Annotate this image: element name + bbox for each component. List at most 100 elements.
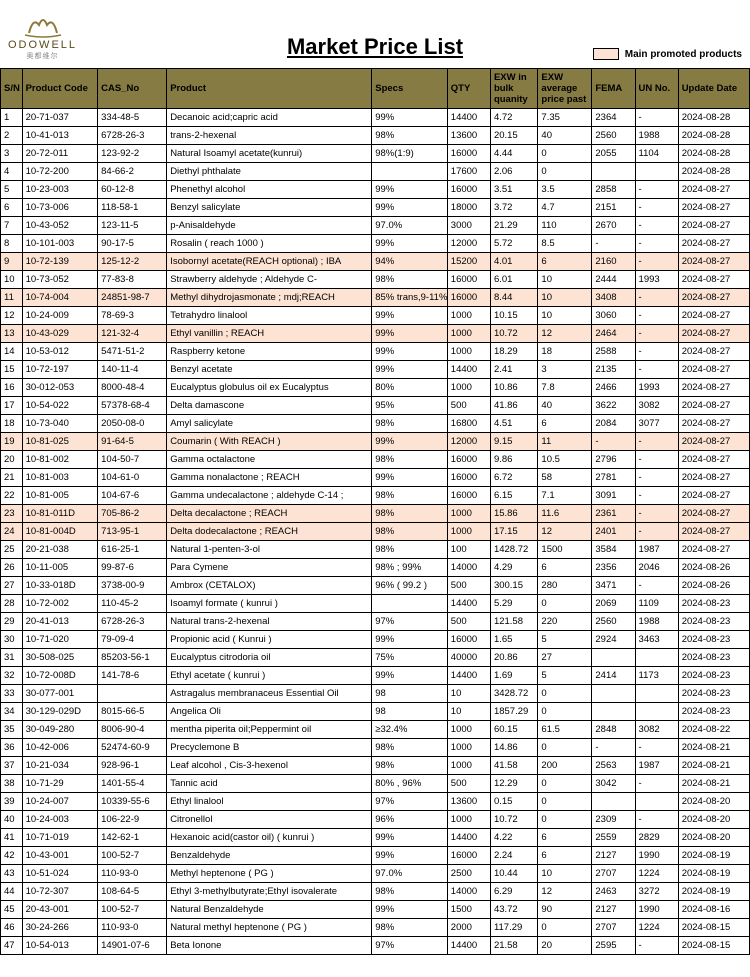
cell-prod: Gamma nonalactone ; REACH xyxy=(167,469,372,487)
cell-spec: 98 xyxy=(372,703,448,721)
cell-exwb: 14.86 xyxy=(490,739,537,757)
cell-spec: 96% ( 99.2 ) xyxy=(372,577,448,595)
cell-exwb: 5.29 xyxy=(490,595,537,613)
cell-un: 3082 xyxy=(635,397,678,415)
cell-sn: 20 xyxy=(1,451,23,469)
table-row: 4110-71-019142-62-1Hexanoic acid(castor … xyxy=(1,829,750,847)
cell-spec: 96% xyxy=(372,811,448,829)
table-row: 1810-73-0402050-08-0Amyl salicylate98%16… xyxy=(1,415,750,433)
cell-upd: 2024-08-23 xyxy=(678,595,749,613)
cell-qty: 1000 xyxy=(447,811,490,829)
cell-fema: 2135 xyxy=(592,361,635,379)
cell-exwb: 8.44 xyxy=(490,289,537,307)
cell-prod: Natural 1-penten-3-ol xyxy=(167,541,372,559)
table-row: 320-72-011123-92-2Natural Isoamyl acetat… xyxy=(1,145,750,163)
table-row: 3430-129-029D8015-66-5Angelica Oli981018… xyxy=(1,703,750,721)
cell-cas: 52474-60-9 xyxy=(98,739,167,757)
cell-cas: 123-92-2 xyxy=(98,145,167,163)
cell-code: 10-81-011D xyxy=(22,505,98,523)
cell-code: 10-72-139 xyxy=(22,253,98,271)
cell-exwa: 1500 xyxy=(538,541,592,559)
cell-fema: 2401 xyxy=(592,523,635,541)
page-title: Market Price List xyxy=(287,34,463,60)
cell-qty: 500 xyxy=(447,577,490,595)
cell-qty: 500 xyxy=(447,397,490,415)
cell-exwa: 3.5 xyxy=(538,181,592,199)
cell-spec: 99% xyxy=(372,901,448,919)
cell-prod: Amyl salicylate xyxy=(167,415,372,433)
table-row: 3910-24-00710339-55-6Ethyl linalool97%13… xyxy=(1,793,750,811)
cell-qty: 14400 xyxy=(447,361,490,379)
cell-sn: 33 xyxy=(1,685,23,703)
cell-spec: 99% xyxy=(372,847,448,865)
cell-upd: 2024-08-27 xyxy=(678,181,749,199)
cell-cas: 140-11-4 xyxy=(98,361,167,379)
cell-cas: 100-52-7 xyxy=(98,847,167,865)
cell-prod: Beta Ionone xyxy=(167,937,372,955)
cell-cas: 125-12-2 xyxy=(98,253,167,271)
table-row: 1630-012-0538000-48-4Eucalyptus globulus… xyxy=(1,379,750,397)
cell-un: 1987 xyxy=(635,541,678,559)
table-row: 2520-21-038616-25-1Natural 1-penten-3-ol… xyxy=(1,541,750,559)
cell-qty: 1000 xyxy=(447,523,490,541)
table-row: 4410-72-307108-64-5Ethyl 3-methylbutyrat… xyxy=(1,883,750,901)
cell-fema: - xyxy=(592,235,635,253)
table-row: 2920-41-0136728-26-3Natural trans-2-hexe… xyxy=(1,613,750,631)
cell-code: 20-21-038 xyxy=(22,541,98,559)
table-row: 3710-21-034928-96-1Leaf alcohol , Cis-3-… xyxy=(1,757,750,775)
cell-un: - xyxy=(635,937,678,955)
cell-qty: 14400 xyxy=(447,667,490,685)
cell-un: 3272 xyxy=(635,883,678,901)
cell-prod: Decanoic acid;capric acid xyxy=(167,109,372,127)
cell-cas: 1401-55-4 xyxy=(98,775,167,793)
cell-prod: mentha piperita oil;Peppermint oil xyxy=(167,721,372,739)
cell-exwb: 5.72 xyxy=(490,235,537,253)
cell-upd: 2024-08-26 xyxy=(678,559,749,577)
cell-un xyxy=(635,685,678,703)
cell-upd: 2024-08-27 xyxy=(678,505,749,523)
cell-exwa: 0 xyxy=(538,685,592,703)
cell-fema: 2309 xyxy=(592,811,635,829)
cell-sn: 44 xyxy=(1,883,23,901)
cell-un: 3077 xyxy=(635,415,678,433)
cell-un: - xyxy=(635,325,678,343)
cell-spec: 97% xyxy=(372,937,448,955)
cell-cas: 79-09-4 xyxy=(98,631,167,649)
cell-fema: 2466 xyxy=(592,379,635,397)
cell-cas: 110-93-0 xyxy=(98,865,167,883)
cell-sn: 16 xyxy=(1,379,23,397)
col-header: Update Date xyxy=(678,69,749,109)
cell-sn: 30 xyxy=(1,631,23,649)
cell-spec: 98% xyxy=(372,415,448,433)
cell-qty: 16800 xyxy=(447,415,490,433)
cell-exwa: 6 xyxy=(538,559,592,577)
cell-exwb: 2.06 xyxy=(490,163,537,181)
cell-sn: 12 xyxy=(1,307,23,325)
cell-prod: Eucalyptus citrodoria oil xyxy=(167,649,372,667)
cell-upd: 2024-08-27 xyxy=(678,379,749,397)
cell-exwa: 0 xyxy=(538,703,592,721)
cell-exwa: 20 xyxy=(538,937,592,955)
cell-exwb: 4.22 xyxy=(490,829,537,847)
cell-exwa: 220 xyxy=(538,613,592,631)
cell-fema xyxy=(592,793,635,811)
cell-un: 3463 xyxy=(635,631,678,649)
cell-fema: 2361 xyxy=(592,505,635,523)
cell-sn: 9 xyxy=(1,253,23,271)
table-row: 3610-42-00652474-60-9Precyclemone B98%10… xyxy=(1,739,750,757)
table-body: 120-71-037334-48-5Decanoic acid;capric a… xyxy=(1,109,750,955)
cell-fema: 2796 xyxy=(592,451,635,469)
cell-fema: 2560 xyxy=(592,613,635,631)
cell-cas: 118-58-1 xyxy=(98,199,167,217)
cell-prod: Ethyl acetate ( kunrui ) xyxy=(167,667,372,685)
col-header: QTY xyxy=(447,69,490,109)
cell-code: 10-71-019 xyxy=(22,829,98,847)
cell-sn: 27 xyxy=(1,577,23,595)
cell-upd: 2024-08-22 xyxy=(678,721,749,739)
cell-prod: Hexanoic acid(castor oil) ( kunrui ) xyxy=(167,829,372,847)
cell-upd: 2024-08-15 xyxy=(678,919,749,937)
cell-sn: 45 xyxy=(1,901,23,919)
cell-cas: 108-64-5 xyxy=(98,883,167,901)
cell-un: - xyxy=(635,775,678,793)
cell-qty: 17600 xyxy=(447,163,490,181)
